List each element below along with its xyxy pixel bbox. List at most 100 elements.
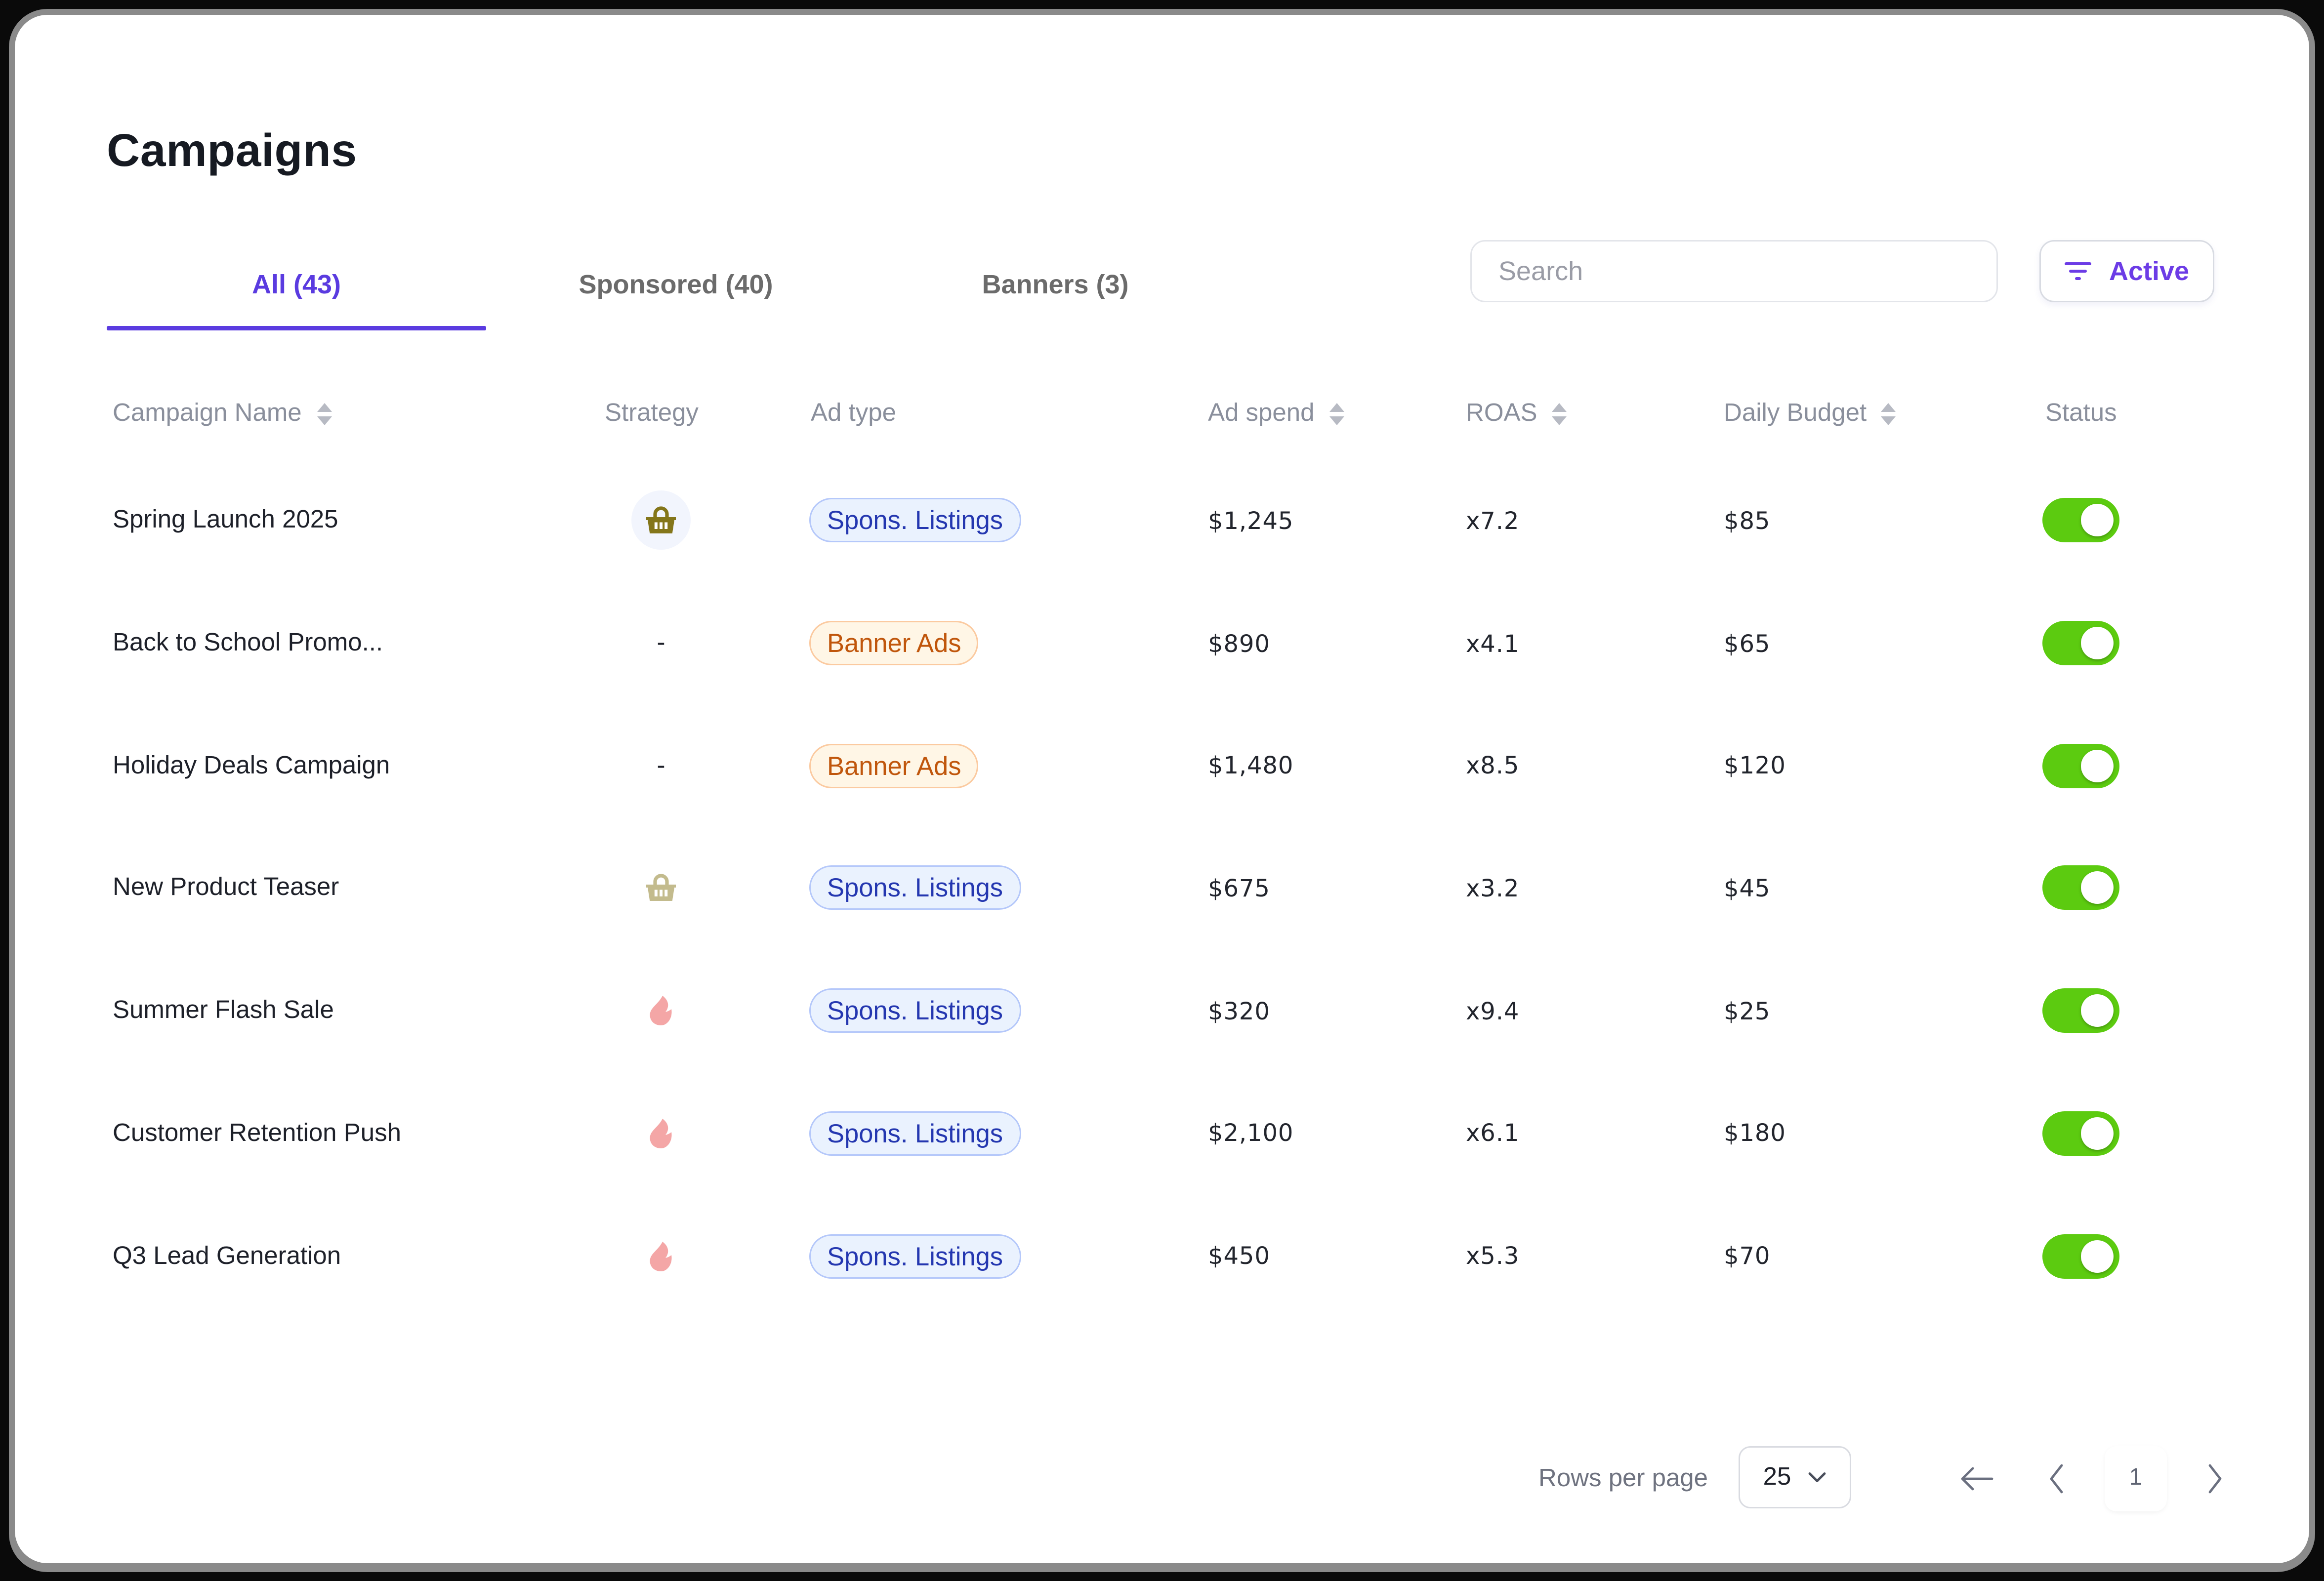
column-header-ad-type: Ad type <box>811 388 896 439</box>
toggle-knob <box>2081 749 2114 782</box>
rows-per-page-select[interactable]: 25 <box>1739 1446 1851 1508</box>
arrow-left-icon <box>1961 1467 1993 1491</box>
active-filter-button[interactable]: Active <box>2039 240 2214 302</box>
column-header-roas[interactable]: ROAS <box>1466 388 1567 439</box>
roas: x3.2 <box>1466 874 1520 902</box>
campaign-name[interactable]: Spring Launch 2025 <box>113 506 338 534</box>
toggle-knob <box>2081 1117 2114 1150</box>
status-toggle[interactable] <box>2042 498 2119 543</box>
tab-all[interactable]: All (43) <box>107 252 486 330</box>
status-toggle[interactable] <box>2042 621 2119 666</box>
ad-type-cell: Spons. Listings <box>809 459 1021 582</box>
pagination-bar: Rows per page 25 1 <box>15 1446 2309 1511</box>
sort-icon[interactable] <box>1329 402 1344 425</box>
table-row[interactable]: Spring Launch 2025 Spons. Listings $1,24… <box>15 459 2309 582</box>
page-number-button[interactable]: 1 <box>2105 1446 2167 1511</box>
chevron-left-icon <box>2050 1464 2063 1494</box>
tab-banners[interactable]: Banners (3) <box>982 270 1129 299</box>
sort-icon[interactable] <box>1552 402 1567 425</box>
flame-icon <box>631 981 691 1040</box>
ad-spend: $320 <box>1208 996 1270 1025</box>
chevron-down-icon <box>1809 1472 1826 1482</box>
campaign-name[interactable]: Holiday Deals Campaign <box>113 751 390 779</box>
status-toggle[interactable] <box>2042 1233 2119 1278</box>
ad-spend: $2,100 <box>1208 1119 1294 1148</box>
filter-button-label: Active <box>2109 255 2190 285</box>
column-header-campaign-name[interactable]: Campaign Name <box>113 388 332 439</box>
column-label: Campaign Name <box>113 399 302 427</box>
column-label: Daily Budget <box>1724 399 1867 427</box>
strategy-empty: - <box>657 751 665 779</box>
daily-budget: $70 <box>1724 1242 1771 1270</box>
campaign-name[interactable]: Back to School Promo... <box>113 628 383 657</box>
toggle-knob <box>2081 872 2114 905</box>
roas: x6.1 <box>1466 1119 1520 1148</box>
campaign-name[interactable]: Summer Flash Sale <box>113 996 334 1024</box>
toggle-knob <box>2081 994 2114 1027</box>
column-header-ad-spend[interactable]: Ad spend <box>1208 388 1344 439</box>
search-input[interactable] <box>1470 240 1998 302</box>
campaign-name[interactable]: Q3 Lead Generation <box>113 1241 341 1269</box>
table-row[interactable]: Back to School Promo... - Banner Ads $89… <box>15 582 2309 704</box>
roas: x8.5 <box>1466 751 1520 780</box>
tab-bar: All (43) Sponsored (40) Banners (3) <box>107 252 1245 335</box>
sort-icon[interactable] <box>316 402 332 425</box>
strategy-cell <box>617 1195 706 1317</box>
toggle-knob <box>2081 504 2114 537</box>
campaign-name[interactable]: New Product Teaser <box>113 873 339 902</box>
status-cell <box>2042 1072 2119 1195</box>
status-cell <box>2042 827 2119 949</box>
status-toggle[interactable] <box>2042 866 2119 911</box>
ad-type-badge: Spons. Listings <box>809 1233 1021 1278</box>
campaigns-panel: Campaigns All (43) Sponsored (40) Banner… <box>15 15 2309 1563</box>
table-row[interactable]: Holiday Deals Campaign - Banner Ads $1,4… <box>15 704 2309 827</box>
table-row[interactable]: Q3 Lead Generation Spons. Listings $450 … <box>15 1195 2309 1317</box>
basket-icon <box>631 858 691 918</box>
ad-type-cell: Banner Ads <box>809 704 979 827</box>
table-row[interactable]: Customer Retention Push Spons. Listings … <box>15 1072 2309 1195</box>
ad-type-badge: Banner Ads <box>809 743 979 788</box>
next-page-button[interactable] <box>2186 1446 2245 1511</box>
daily-budget: $180 <box>1724 1119 1786 1148</box>
first-page-button[interactable] <box>1948 1446 2007 1511</box>
status-toggle[interactable] <box>2042 743 2119 788</box>
sort-icon[interactable] <box>1881 402 1897 425</box>
ad-type-cell: Banner Ads <box>809 582 979 704</box>
status-toggle[interactable] <box>2042 988 2119 1033</box>
column-label: Ad type <box>811 399 896 427</box>
column-header-strategy: Strategy <box>605 388 699 439</box>
table-header: Campaign Name Strategy Ad type Ad spend … <box>15 388 2309 439</box>
strategy-cell <box>617 827 706 949</box>
previous-page-button[interactable] <box>2026 1446 2085 1511</box>
ad-spend: $675 <box>1208 874 1270 902</box>
strategy-cell <box>617 1072 706 1195</box>
ad-type-badge: Spons. Listings <box>809 1111 1021 1156</box>
table-row[interactable]: Summer Flash Sale Spons. Listings $320 x… <box>15 949 2309 1072</box>
status-cell <box>2042 1195 2119 1317</box>
status-toggle[interactable] <box>2042 1111 2119 1156</box>
column-header-daily-budget[interactable]: Daily Budget <box>1724 388 1897 439</box>
ad-type-cell: Spons. Listings <box>809 827 1021 949</box>
tab-sponsored[interactable]: Sponsored (40) <box>579 270 773 299</box>
strategy-cell <box>617 949 706 1072</box>
toggle-knob <box>2081 1239 2114 1272</box>
ad-spend: $1,245 <box>1208 506 1294 535</box>
strategy-cell: - <box>617 582 706 704</box>
ad-spend: $1,480 <box>1208 751 1294 780</box>
rows-per-page-label: Rows per page <box>1538 1464 1708 1492</box>
strategy-empty: - <box>657 628 665 657</box>
table-row[interactable]: New Product Teaser Spons. Listings $675 … <box>15 827 2309 949</box>
rows-per-page-value: 25 <box>1763 1462 1791 1491</box>
daily-budget: $25 <box>1724 996 1771 1025</box>
campaign-name[interactable]: Customer Retention Push <box>113 1118 401 1147</box>
flame-icon <box>631 1104 691 1163</box>
status-cell <box>2042 949 2119 1072</box>
toggle-knob <box>2081 627 2114 660</box>
status-cell <box>2042 704 2119 827</box>
column-label: Ad spend <box>1208 399 1315 427</box>
flame-icon <box>631 1226 691 1286</box>
daily-budget: $65 <box>1724 629 1771 657</box>
daily-budget: $85 <box>1724 506 1771 535</box>
page-title: Campaigns <box>107 124 357 176</box>
